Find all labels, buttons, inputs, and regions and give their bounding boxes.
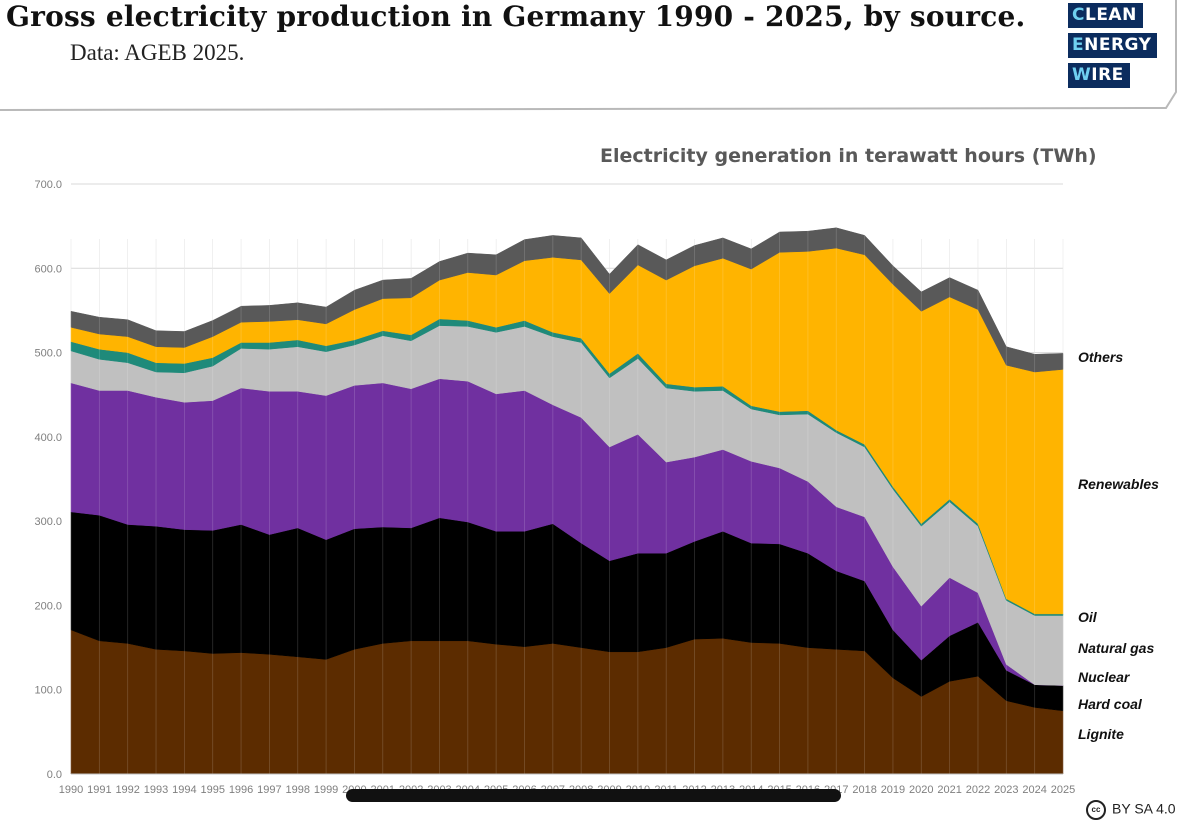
- header-frame: [0, 0, 1177, 111]
- x-tick-label: 1995: [200, 784, 224, 796]
- x-tick-label: 1993: [144, 784, 168, 796]
- x-tick-label: 2025: [1051, 784, 1075, 796]
- y-tick-label: 400.0: [34, 432, 62, 444]
- x-tick-label: 1998: [286, 784, 310, 796]
- x-tick-label: 1990: [59, 784, 83, 796]
- chart-title: Electricity generation in terawatt hours…: [600, 145, 1097, 167]
- y-tick-label: 200.0: [34, 600, 62, 612]
- x-tick-label: 1999: [314, 784, 338, 796]
- x-tick-label: 2023: [994, 784, 1018, 796]
- scrollbar-thumb[interactable]: [346, 789, 841, 802]
- x-tick-label: 2019: [881, 784, 905, 796]
- series-label-lignite: Lignite: [1078, 726, 1124, 742]
- logo-line: CLEAN: [1068, 3, 1143, 28]
- license-text: BY SA 4.0: [1112, 800, 1176, 817]
- logo-letters: LEAN: [1084, 5, 1137, 25]
- logo-letters: IRE: [1091, 65, 1124, 85]
- creative-commons-icon: cc: [1086, 800, 1106, 820]
- y-tick-label: 600.0: [34, 263, 62, 275]
- x-tick-label: 2021: [937, 784, 961, 796]
- logo-letter: C: [1072, 5, 1085, 25]
- series-label-others: Others: [1078, 349, 1123, 365]
- x-tick-label: 2022: [966, 784, 990, 796]
- y-tick-label: 300.0: [34, 516, 62, 528]
- x-tick-label: 1996: [229, 784, 253, 796]
- license-note: cc BY SA 4.0: [1086, 800, 1176, 820]
- series-label-renewables: Renewables: [1078, 476, 1159, 492]
- logo-letter: E: [1072, 35, 1085, 55]
- logo-letters: NERGY: [1084, 35, 1152, 55]
- x-tick-label: 1991: [87, 784, 111, 796]
- x-tick-label: 2020: [909, 784, 933, 796]
- page-subtitle: Data: AGEB 2025.: [70, 40, 245, 65]
- x-tick-label: 1992: [115, 784, 139, 796]
- y-tick-label: 500.0: [34, 348, 62, 360]
- y-tick-label: 0.0: [47, 769, 62, 781]
- logo-line: WIRE: [1068, 63, 1130, 88]
- series-label-oil: Oil: [1078, 609, 1098, 625]
- areas: [70, 227, 1064, 775]
- series-label-nuclear: Nuclear: [1078, 669, 1131, 685]
- series-labels: Lignite Hard coal Nuclear Natural gas Oil Ren…: [1078, 349, 1159, 742]
- logo-letter: W: [1072, 65, 1092, 85]
- y-tick-label: 700.0: [34, 179, 62, 191]
- x-tick-label: 2018: [852, 784, 876, 796]
- x-tick-label: 1994: [172, 784, 196, 796]
- area-others: [70, 227, 1064, 373]
- series-label-natural-gas: Natural gas: [1078, 640, 1154, 656]
- y-tick-label: 100.0: [34, 685, 62, 697]
- x-tick-label: 1997: [257, 784, 281, 796]
- x-tick-label: 2024: [1022, 784, 1046, 796]
- logo-line: ENERGY: [1068, 33, 1158, 58]
- page-title: Gross electricity production in Germany …: [6, 0, 1026, 33]
- series-label-hard-coal: Hard coal: [1078, 696, 1143, 712]
- y-axis: 0.0 100.0 200.0 300.0 400.0 500.0 600.0 700.0: [34, 179, 62, 781]
